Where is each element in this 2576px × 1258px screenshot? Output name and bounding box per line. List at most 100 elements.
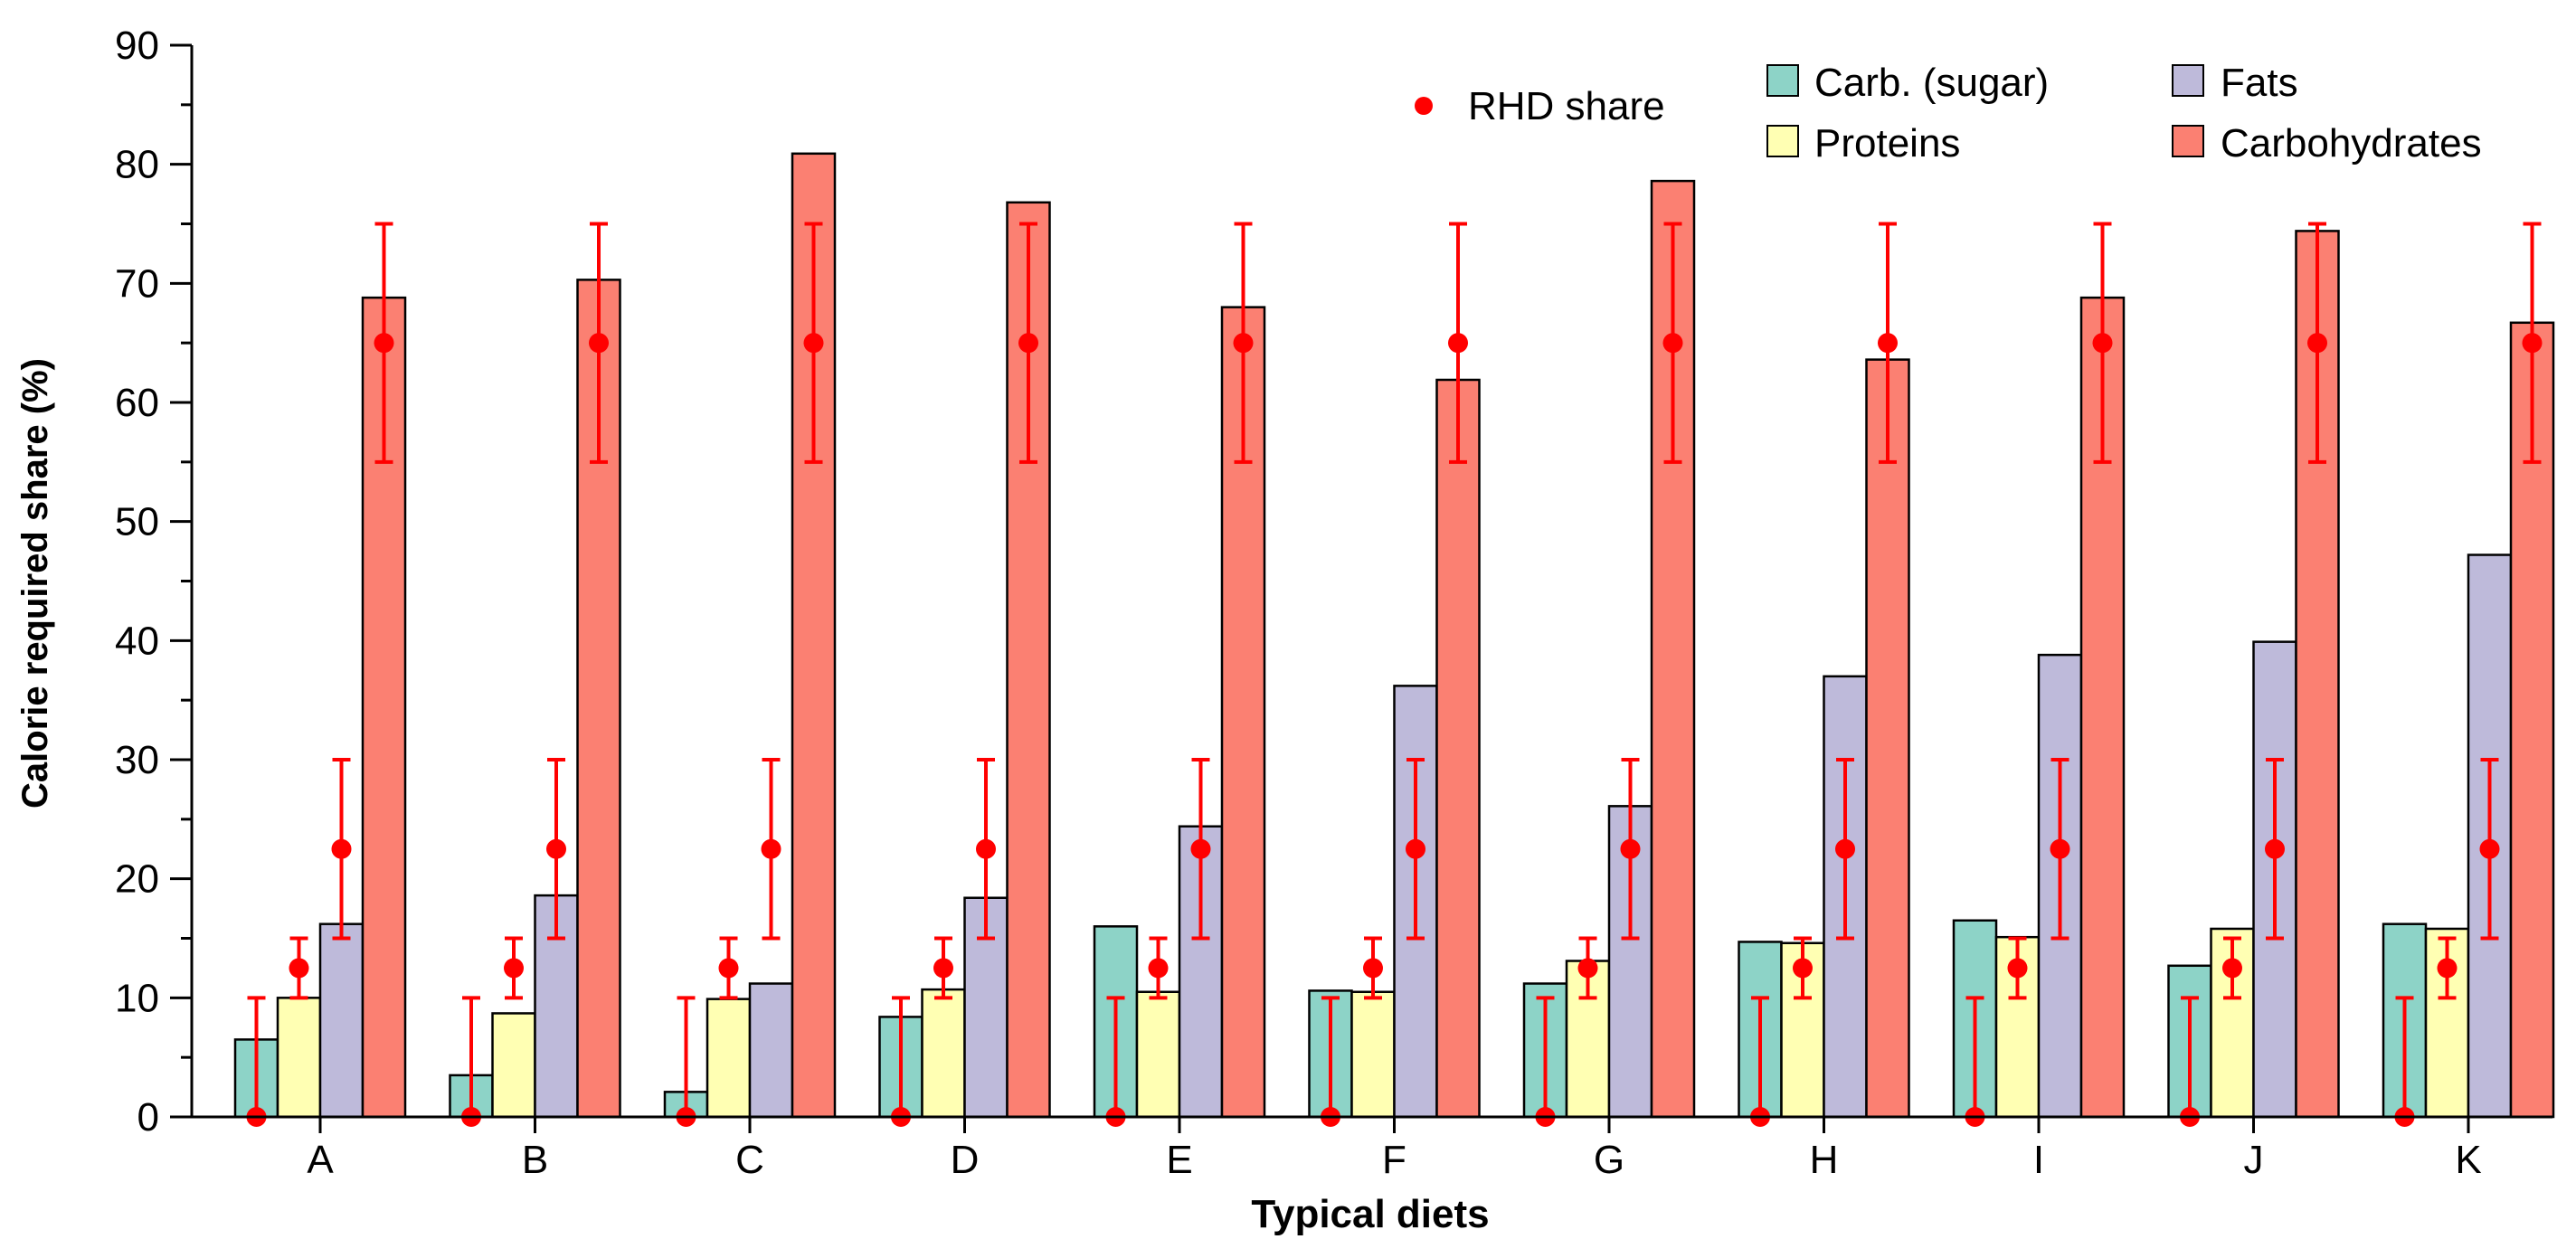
x-tick-label: A: [307, 1138, 334, 1182]
rhd-point: [2222, 958, 2242, 979]
rhd-point: [1793, 958, 1813, 979]
rhd-point: [589, 333, 609, 354]
x-tick-label: E: [1166, 1138, 1192, 1182]
rhd-error-bar-D-1: [933, 936, 953, 1000]
rhd-point: [1018, 333, 1038, 354]
legend-rhd-marker: [1415, 97, 1433, 115]
bar-carbohydrates-F: [1435, 378, 1481, 1119]
bar-carbohydrates-H: [1865, 358, 1910, 1119]
y-tick-label: 70: [115, 261, 159, 306]
rhd-error-bar-D-3: [1018, 222, 1038, 464]
rhd-point: [2050, 838, 2070, 859]
bar-proteins-B: [491, 1012, 536, 1119]
rhd-point: [2007, 958, 2028, 979]
rhd-point: [1878, 333, 1898, 354]
y-tick-label: 90: [115, 24, 159, 68]
legend: RHD share Carb. (sugar) Proteins Fats Ca…: [1415, 61, 2482, 166]
rhd-error-bar-H-1: [1793, 936, 1813, 1000]
rhd-point: [2092, 333, 2113, 354]
legend-label-carb-sugar: Carb. (sugar): [1814, 61, 2049, 105]
rhd-error-bar-F-3: [1448, 222, 1468, 464]
legend-label-fats: Fats: [2221, 61, 2298, 105]
y-tick-label: 60: [115, 381, 159, 425]
bar-proteins-E: [1135, 990, 1181, 1119]
x-tick-label: C: [735, 1138, 764, 1182]
bar-proteins-A: [276, 997, 322, 1119]
bar-fats-A: [318, 922, 365, 1119]
bar-proteins-G: [1565, 960, 1611, 1119]
rhd-error-bar-I-3: [2092, 222, 2113, 464]
bar-proteins-C: [706, 998, 752, 1119]
rhd-point: [1406, 838, 1425, 859]
rhd-point: [1233, 333, 1254, 354]
rhd-error-bar-J-1: [2222, 936, 2242, 1000]
rhd-error-bar-I-2: [2050, 758, 2070, 941]
y-tick-label: 0: [137, 1095, 159, 1140]
x-tick-label: H: [1810, 1138, 1839, 1182]
rhd-error-bar-B-3: [589, 222, 609, 464]
rhd-point: [1190, 838, 1211, 859]
rhd-point: [546, 838, 566, 859]
y-tick-label: 10: [115, 976, 159, 1020]
rhd-error-bar-G-3: [1662, 222, 1683, 464]
legend-swatch-carb-sugar: [1766, 64, 1799, 97]
rhd-point: [803, 333, 824, 354]
rhd-error-bars-layer: [246, 222, 2543, 1127]
rhd-error-bar-C-2: [761, 758, 781, 941]
rhd-error-bar-K-1: [2437, 936, 2458, 1000]
rhd-error-bar-E-1: [1148, 936, 1169, 1000]
axes-layer: 0 10 20 30 40 50 60 70 80 90 A B C D E F G H I J K: [115, 24, 2552, 1182]
rhd-error-bar-B-1: [504, 936, 524, 1000]
x-tick-label: I: [2033, 1138, 2044, 1182]
rhd-point: [2479, 838, 2500, 859]
legend-swatch-proteins: [1766, 125, 1799, 157]
x-tick-label: G: [1594, 1138, 1624, 1182]
y-tick-label: 30: [115, 738, 159, 782]
rhd-error-bar-F-2: [1406, 758, 1425, 941]
rhd-point: [1148, 958, 1169, 979]
rhd-error-bar-E-3: [1233, 222, 1254, 464]
rhd-error-bar-F-1: [1363, 936, 1383, 1000]
bar-fats-C: [748, 982, 794, 1119]
rhd-error-bar-J-3: [2307, 222, 2327, 464]
rhd-point: [2307, 333, 2327, 354]
rhd-point: [933, 958, 953, 979]
rhd-point: [976, 838, 996, 859]
x-tick-label: D: [951, 1138, 980, 1182]
legend-label-carbohydrates: Carbohydrates: [2221, 121, 2482, 166]
rhd-point: [1363, 958, 1383, 979]
legend-swatch-fats: [2172, 64, 2204, 97]
rhd-error-bar-C-3: [803, 222, 824, 464]
legend-label-proteins: Proteins: [1814, 121, 1960, 166]
rhd-point: [2437, 958, 2458, 979]
rhd-point: [1835, 838, 1855, 859]
rhd-error-bar-J-2: [2265, 758, 2285, 941]
rhd-point: [1662, 333, 1683, 354]
rhd-error-bar-G-2: [1620, 758, 1641, 941]
rhd-error-bar-A-1: [289, 936, 309, 1000]
rhd-error-bar-G-1: [1577, 936, 1598, 1000]
legend-rhd-label: RHD share: [1468, 84, 1665, 128]
legend-swatch-carbohydrates: [2172, 125, 2204, 157]
rhd-error-bar-C-1: [718, 936, 739, 1000]
bars-layer: [233, 152, 2555, 1119]
rhd-point: [374, 333, 394, 354]
rhd-error-bar-K-2: [2479, 758, 2500, 941]
x-axis-title: Typical diets: [1251, 1192, 1489, 1236]
rhd-point: [504, 958, 524, 979]
y-tick-label: 40: [115, 619, 159, 663]
x-tick-label: J: [2244, 1138, 2264, 1182]
rhd-error-bar-B-2: [546, 758, 566, 941]
rhd-error-bar-A-3: [374, 222, 394, 464]
rhd-point: [1448, 333, 1468, 354]
rhd-error-bar-H-3: [1878, 222, 1898, 464]
rhd-point: [2522, 333, 2543, 354]
y-axis-title: Calorie required share (%): [15, 358, 55, 809]
y-tick-label: 50: [115, 500, 159, 544]
x-tick-label: K: [2455, 1138, 2481, 1182]
rhd-point: [331, 838, 352, 859]
rhd-point: [718, 958, 739, 979]
rhd-error-bar-I-1: [2007, 936, 2028, 1000]
rhd-error-bar-K-3: [2522, 222, 2543, 464]
